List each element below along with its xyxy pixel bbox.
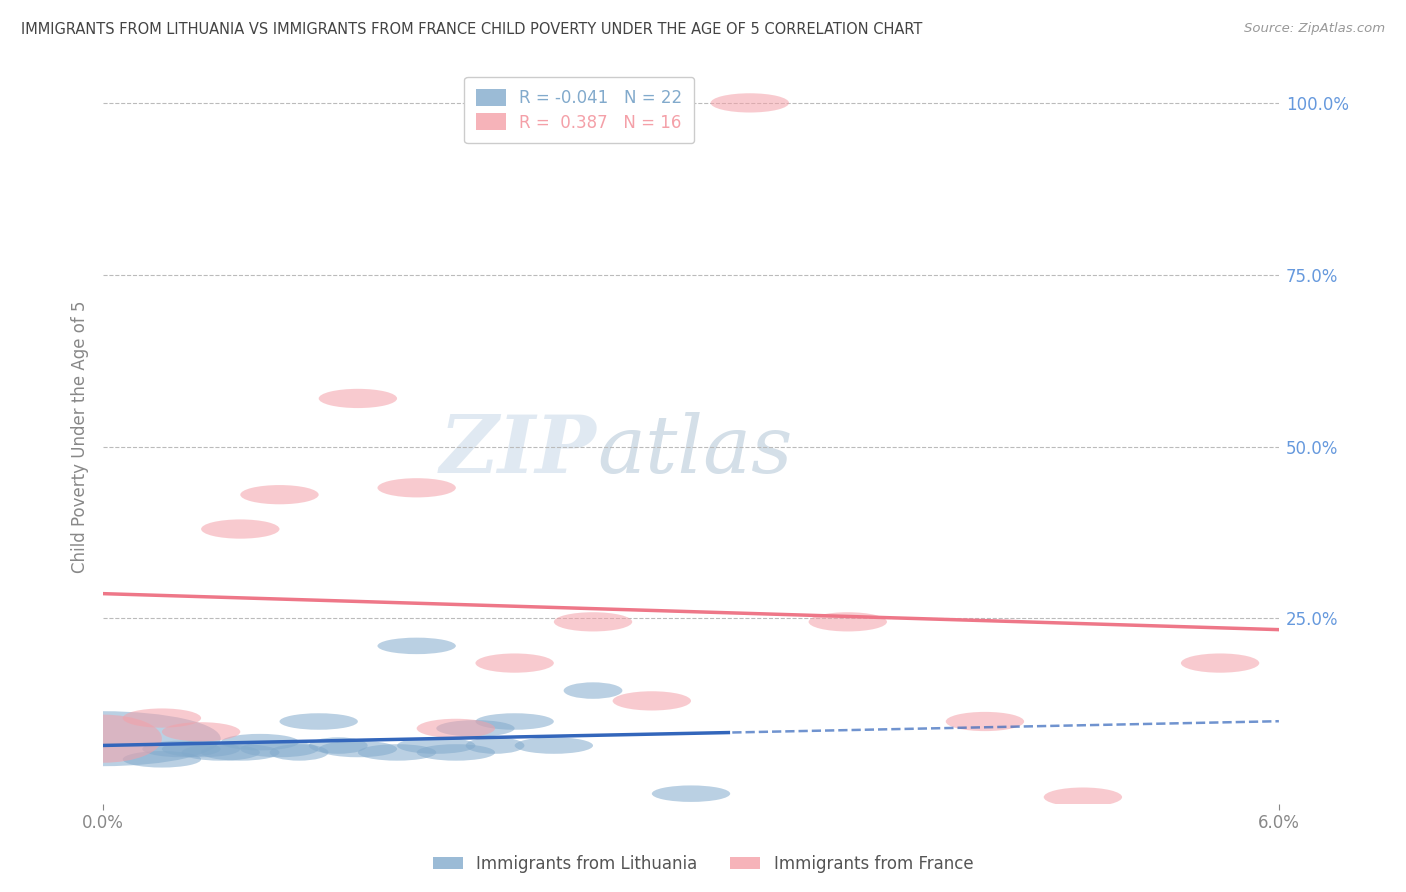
Ellipse shape: [652, 786, 730, 802]
Ellipse shape: [436, 720, 515, 737]
Text: atlas: atlas: [598, 412, 793, 490]
Ellipse shape: [515, 738, 593, 754]
Ellipse shape: [122, 751, 201, 767]
Ellipse shape: [1043, 788, 1122, 806]
Ellipse shape: [45, 714, 162, 763]
Ellipse shape: [377, 478, 456, 498]
Legend: R = -0.041   N = 22, R =  0.387   N = 16: R = -0.041 N = 22, R = 0.387 N = 16: [464, 77, 695, 144]
Ellipse shape: [396, 738, 475, 754]
Text: Source: ZipAtlas.com: Source: ZipAtlas.com: [1244, 22, 1385, 36]
Ellipse shape: [181, 744, 260, 761]
Ellipse shape: [613, 691, 690, 711]
Ellipse shape: [240, 485, 319, 504]
Ellipse shape: [122, 708, 201, 728]
Ellipse shape: [416, 744, 495, 761]
Ellipse shape: [280, 714, 359, 730]
Text: IMMIGRANTS FROM LITHUANIA VS IMMIGRANTS FROM FRANCE CHILD POVERTY UNDER THE AGE : IMMIGRANTS FROM LITHUANIA VS IMMIGRANTS …: [21, 22, 922, 37]
Ellipse shape: [240, 740, 319, 757]
Ellipse shape: [475, 654, 554, 673]
Ellipse shape: [564, 682, 623, 698]
Ellipse shape: [416, 719, 495, 738]
Ellipse shape: [201, 744, 280, 761]
Ellipse shape: [201, 519, 280, 539]
Ellipse shape: [162, 740, 240, 757]
Ellipse shape: [221, 734, 299, 750]
Ellipse shape: [475, 714, 554, 730]
Ellipse shape: [309, 738, 368, 754]
Ellipse shape: [319, 740, 396, 757]
Ellipse shape: [319, 389, 396, 408]
Ellipse shape: [377, 638, 456, 654]
Ellipse shape: [554, 612, 633, 632]
Ellipse shape: [162, 723, 240, 741]
Ellipse shape: [808, 612, 887, 632]
Ellipse shape: [142, 740, 221, 757]
Ellipse shape: [1181, 654, 1260, 673]
Ellipse shape: [0, 711, 221, 766]
Y-axis label: Child Poverty Under the Age of 5: Child Poverty Under the Age of 5: [72, 300, 89, 573]
Ellipse shape: [359, 744, 436, 761]
Ellipse shape: [270, 744, 329, 761]
Ellipse shape: [946, 712, 1024, 731]
Text: ZIP: ZIP: [440, 412, 598, 490]
Legend: Immigrants from Lithuania, Immigrants from France: Immigrants from Lithuania, Immigrants fr…: [426, 848, 980, 880]
Ellipse shape: [465, 738, 524, 754]
Ellipse shape: [710, 94, 789, 112]
